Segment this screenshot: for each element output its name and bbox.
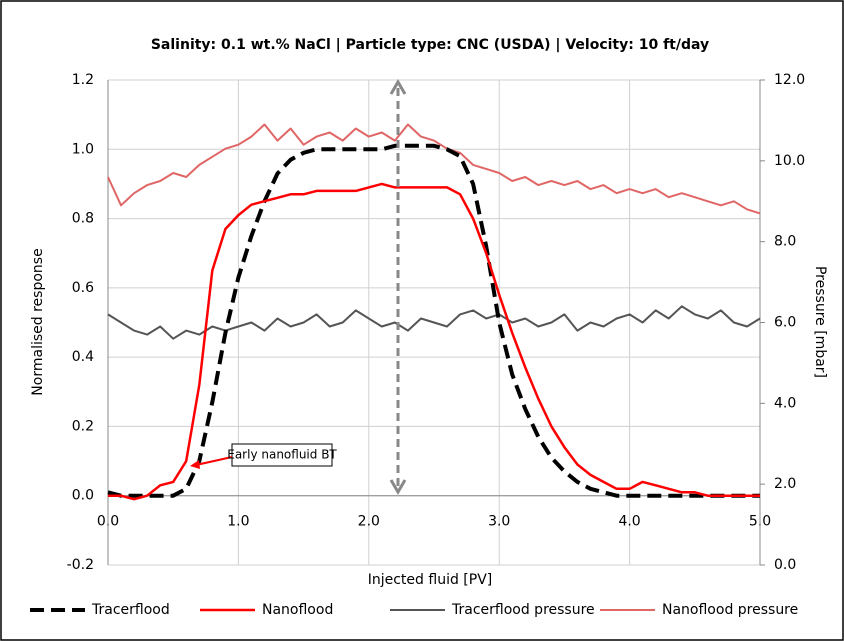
- y-tick-label: 0.2: [72, 418, 94, 434]
- y-tick-label: -0.2: [67, 557, 94, 573]
- x-tick-label: 1.0: [227, 514, 249, 530]
- series-line: [107, 305, 761, 340]
- annotation: Early nanofluid BT: [190, 443, 337, 469]
- series-line: [108, 182, 760, 501]
- legend-label: Tracerflood: [91, 602, 170, 618]
- y2-tick-label: 2.0: [774, 476, 796, 492]
- y-tick-label: 1.2: [72, 72, 94, 88]
- y2-tick-label: 6.0: [774, 315, 796, 331]
- plot: [107, 123, 761, 501]
- legend-label: Nanoflood: [262, 602, 333, 618]
- legend: Tracerflood Nanoflood Tracerflood pressure…: [30, 602, 798, 618]
- x-axis-label: Injected fluid [PV]: [368, 572, 493, 588]
- y2-tick-label: 8.0: [774, 234, 796, 250]
- y2-tick-label: 4.0: [774, 395, 796, 411]
- y-tick-label: 1.0: [72, 141, 94, 157]
- y2-tick-label: 12.0: [774, 72, 805, 88]
- y-tick-label: 0.6: [72, 280, 94, 296]
- y2-tick-label: 10.0: [774, 153, 805, 169]
- chart-title: Salinity: 0.1 wt.% NaCl | Particle type:…: [151, 37, 709, 53]
- series-line: [107, 143, 760, 498]
- y2-tick-label: 0.0: [774, 557, 796, 573]
- legend-label: Tracerflood pressure: [451, 602, 595, 618]
- y-axis-label: Normalised response: [30, 248, 46, 395]
- y2-axis-label: Pressure [mbar]: [812, 266, 828, 378]
- annotation-text: Early nanofluid BT: [227, 448, 337, 462]
- x-tick-label: 4.0: [618, 514, 640, 530]
- series-line: [107, 123, 761, 215]
- grid: -0.2 0.0 0.2 0.4 0.6 0.8 1.0 1.2 0.0 2.0 4.0 6.0 8.0…: [67, 72, 806, 573]
- y-tick-label: 0.4: [72, 349, 94, 365]
- legend-label: Nanoflood pressure: [662, 602, 798, 618]
- x-tick-label: 3.0: [488, 514, 510, 530]
- y-tick-label: 0.8: [72, 211, 94, 227]
- marker-arrow: [389, 79, 407, 495]
- x-tick-label: 2.0: [358, 514, 380, 530]
- y-tick-label: 0.0: [72, 488, 94, 504]
